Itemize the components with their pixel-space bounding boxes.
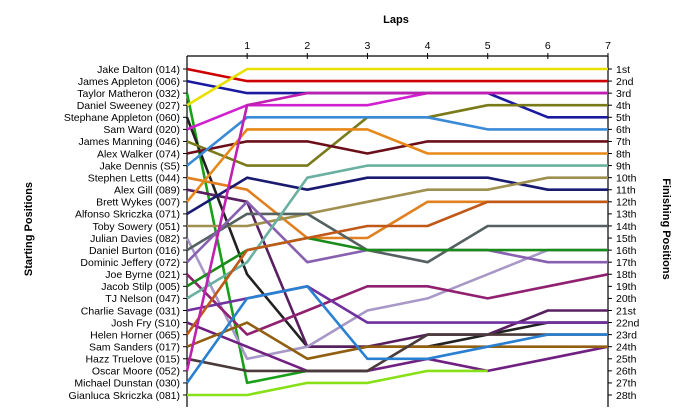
- finishing-position-label: 19th: [616, 281, 637, 293]
- finishing-position-label: 22nd: [616, 317, 640, 329]
- starting-position-label: Julian Davies (082): [90, 233, 180, 245]
- starting-position-label: Charlie Savage (031): [81, 305, 180, 317]
- y-axis-left-label: Starting Positions: [23, 182, 35, 276]
- starting-position-label: Daniel Burton (016): [89, 245, 180, 257]
- series-line: [186, 103, 608, 167]
- axis-labels: Jake Dalton (014)James Appleton (006)Tay…: [64, 64, 640, 402]
- starting-position-label: Stephane Appleton (060): [64, 112, 180, 124]
- series-line: [186, 321, 608, 361]
- starting-position-label: Gianluca Skriczka (081): [69, 390, 180, 402]
- starting-position-label: Daniel Sweeney (027): [77, 100, 180, 112]
- series-line: [186, 116, 608, 167]
- series-line: [185, 91, 608, 372]
- starting-position-label: Alex Walker (074): [97, 148, 180, 160]
- starting-position-label: Alex Gill (089): [114, 185, 180, 197]
- starting-position-label: Joe Byrne (021): [105, 269, 180, 281]
- x-tick-label: 1: [244, 40, 250, 52]
- series-lines: [185, 67, 609, 397]
- finishing-position-label: 14th: [616, 221, 637, 233]
- series-line: [185, 284, 608, 384]
- finishing-position-label: 11th: [616, 185, 636, 197]
- starting-position-label: Alfonso Skriczka (071): [75, 209, 180, 221]
- finishing-position-label: 8th: [616, 148, 631, 160]
- axes: 1 2 3 4 5 6 7: [183, 40, 612, 407]
- series-line: [185, 128, 608, 203]
- y-axis-right-label: Finishing Positions: [660, 178, 672, 279]
- series-line: [186, 273, 609, 336]
- starting-position-label: TJ Nelson (047): [105, 293, 180, 305]
- finishing-position-label: 5th: [616, 112, 631, 124]
- starting-position-label: Helen Horner (065): [90, 329, 180, 341]
- starting-position-label: Jake Dennis (S5): [99, 160, 180, 172]
- starting-position-label: Toby Sowery (051): [92, 221, 180, 233]
- finishing-position-label: 20th: [616, 293, 637, 305]
- x-tick-label: 2: [304, 40, 310, 52]
- series-line: [186, 176, 608, 216]
- finishing-position-label: 28th: [616, 390, 637, 402]
- finishing-position-label: 15th: [616, 233, 637, 245]
- series-line: [186, 91, 608, 131]
- finishing-position-label: 3rd: [616, 88, 631, 100]
- series-line: [186, 333, 608, 373]
- starting-position-label: Oscar Moore (052): [92, 366, 180, 378]
- chart-title: Laps: [383, 14, 409, 26]
- finishing-position-label: 16th: [616, 245, 637, 257]
- starting-position-label: James Manning (046): [78, 136, 180, 148]
- finishing-position-label: 10th: [616, 172, 637, 184]
- x-tick-label: 6: [545, 40, 551, 52]
- finishing-position-label: 1st: [616, 64, 630, 76]
- finishing-position-label: 4th: [616, 100, 631, 112]
- series-line: [186, 212, 608, 264]
- starting-position-label: Dominic Jeffery (072): [80, 257, 180, 269]
- finishing-position-label: 25th: [616, 354, 637, 366]
- x-tick-label: 4: [425, 40, 431, 52]
- starting-position-label: Stephen Letts (044): [88, 172, 180, 184]
- series-line: [186, 188, 608, 349]
- finishing-position-label: 6th: [616, 124, 631, 136]
- starting-position-label: James Appleton (006): [78, 76, 180, 88]
- finishing-position-label: 9th: [616, 160, 631, 172]
- finishing-position-label: 27th: [616, 378, 637, 390]
- finishing-position-label: 13th: [616, 209, 637, 221]
- series-line: [186, 67, 608, 107]
- starting-position-label: Hazz Truelove (015): [85, 354, 180, 366]
- series-line: [186, 67, 608, 83]
- finishing-position-label: 21st: [616, 305, 636, 317]
- starting-position-label: Sam Sanders (017): [89, 342, 180, 354]
- finishing-position-label: 23rd: [616, 329, 637, 341]
- starting-position-label: Taylor Matheron (032): [77, 88, 180, 100]
- finishing-position-label: 7th: [616, 136, 631, 148]
- finishing-position-label: 24th: [616, 342, 637, 354]
- series-line: [186, 140, 608, 155]
- series-line: [186, 321, 609, 373]
- series-line: [185, 200, 608, 336]
- series-line: [187, 369, 488, 397]
- series-line: [187, 176, 608, 228]
- starting-position-label: Brett Wykes (007): [96, 197, 180, 209]
- x-tick-label: 5: [485, 40, 491, 52]
- finishing-position-label: 18th: [616, 269, 637, 281]
- finishing-position-label: 26th: [616, 366, 637, 378]
- starting-position-label: Michael Dunstan (030): [74, 378, 180, 390]
- starting-position-label: Josh Fry (S10): [111, 317, 180, 329]
- starting-position-label: Jacob Stilp (005): [101, 281, 180, 293]
- series-line: [185, 237, 608, 361]
- finishing-position-label: 12th: [616, 197, 637, 209]
- x-tick-label: 3: [365, 40, 371, 52]
- finishing-position-label: 2nd: [616, 76, 634, 88]
- starting-position-label: Sam Ward (020): [103, 124, 180, 136]
- x-tick-label: 7: [605, 40, 611, 52]
- finishing-position-label: 17th: [616, 257, 637, 269]
- starting-position-label: Jake Dalton (014): [97, 64, 180, 76]
